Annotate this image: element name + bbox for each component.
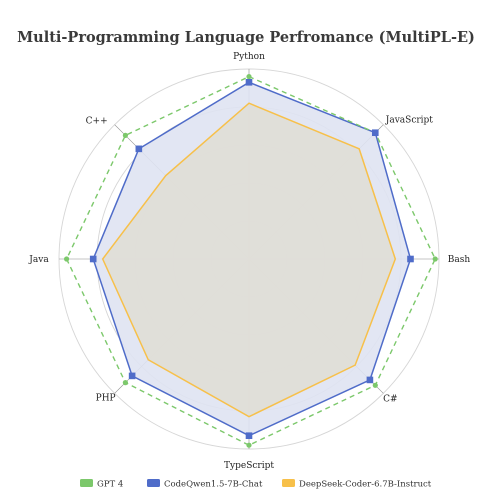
legend-swatch-gpt-4 <box>80 479 93 487</box>
series-gpt-4 <box>65 75 436 446</box>
axis-label-php: PHP <box>96 393 116 403</box>
axis-label-java: Java <box>28 255 49 265</box>
axis-labels: Python JavaScript Bash C# TypeScript PHP Java C… <box>28 52 470 471</box>
axis-label-bash: Bash <box>448 255 471 265</box>
legend-swatch-codeqwen1-5-7b-chat <box>147 479 160 487</box>
axis-label-c-: C++ <box>86 117 108 127</box>
series-layer <box>64 74 438 448</box>
point-codeqwen1-5-7b-chat-java <box>89 255 97 263</box>
point-codeqwen1-5-7b-chat-python <box>245 79 253 86</box>
point-gpt-4-python <box>246 74 252 80</box>
legend-label-deepseek-coder-6-7b-instruct: DeepSeek-Coder-6.7B-Instruct <box>299 480 432 490</box>
series-deepseek-coder-6-7b-instruct <box>101 102 397 418</box>
legend-label-codeqwen1-5-7b-chat: CodeQwen1.5-7B-Chat <box>164 480 263 490</box>
axis-label-typescript: TypeScript <box>224 461 274 471</box>
legend-label-gpt-4: GPT 4 <box>97 480 123 490</box>
point-codeqwen1-5-7b-chat-c- <box>366 376 374 384</box>
point-gpt-4-bash <box>432 256 438 262</box>
axis-label-python: Python <box>233 52 265 62</box>
axis-label-c-: C# <box>383 394 397 404</box>
point-codeqwen1-5-7b-chat-bash <box>407 255 414 263</box>
point-codeqwen1-5-7b-chat-c- <box>135 145 143 153</box>
point-gpt-4-java <box>64 256 70 262</box>
legend: GPT 4 CodeQwen1.5-7B-Chat DeepSeek-Coder-6… <box>80 479 432 490</box>
point-codeqwen1-5-7b-chat-javascript <box>371 129 379 137</box>
point-gpt-4-c- <box>122 132 128 138</box>
point-gpt-4-php <box>122 380 128 386</box>
point-gpt-4-c- <box>372 382 378 388</box>
point-codeqwen1-5-7b-chat-php <box>128 372 136 380</box>
legend-swatch-deepseek-coder-6-7b-instruct <box>282 479 295 487</box>
point-codeqwen1-5-7b-chat-typescript <box>245 432 253 439</box>
axis-label-javascript: JavaScript <box>385 116 434 126</box>
point-gpt-4-typescript <box>246 442 252 448</box>
chart-title: Multi-Programming Language Perfromance (… <box>17 29 475 46</box>
